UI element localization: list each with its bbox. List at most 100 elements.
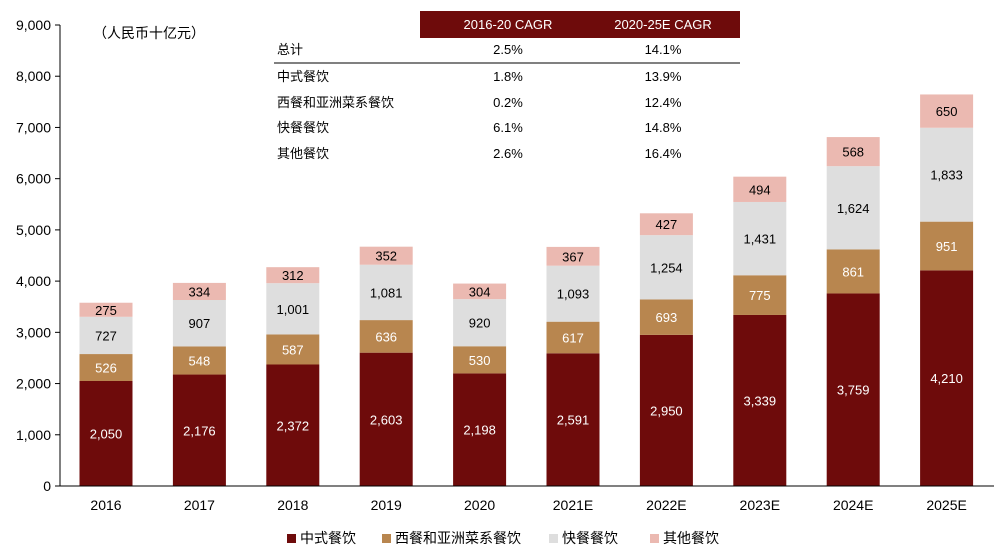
data-label: 494 xyxy=(749,182,771,197)
bar-segment xyxy=(639,213,693,236)
table-cell: 14.1% xyxy=(645,42,682,57)
unit-label: （人民币十亿元） xyxy=(93,25,205,41)
table-cell: 1.8% xyxy=(493,69,523,84)
table-row-label: 中式餐饮 xyxy=(277,69,329,84)
table-row-label: 快餐餐饮 xyxy=(277,120,329,135)
y-tick-label: 0 xyxy=(43,478,51,494)
legend-swatch xyxy=(382,534,391,543)
legend-label: 西餐和亚洲菜系餐饮 xyxy=(395,530,521,546)
cagr-table: 2016-20 CAGR 2020-25E CAGR 总计 2.5% 14.1% 中式餐饮… xyxy=(274,11,740,161)
data-label: 3,759 xyxy=(837,383,870,398)
bar-segment xyxy=(172,346,226,375)
bar-segment xyxy=(172,374,226,486)
table-header-cell: 2016-20 CAGR xyxy=(464,17,553,32)
table-cell: 14.8% xyxy=(645,120,682,135)
bar-segment xyxy=(546,265,600,322)
bar-segment xyxy=(826,293,880,486)
data-label: 920 xyxy=(469,316,491,331)
data-label: 861 xyxy=(842,264,864,279)
legend-label: 快餐餐饮 xyxy=(562,530,618,546)
legend-label: 其他餐饮 xyxy=(663,530,719,546)
table-cell: 12.4% xyxy=(645,95,682,110)
y-tick-label: 4,000 xyxy=(16,273,51,289)
table-header-bg xyxy=(420,11,740,38)
data-label: 526 xyxy=(95,361,117,376)
table-row-label: 总计 xyxy=(277,42,303,57)
bar-segment xyxy=(639,334,693,486)
bars: 2,050 526 727 275 2,176 548 907 334 2,372 587 1,00… xyxy=(79,94,974,486)
bar-segment xyxy=(453,299,507,347)
data-label: 2,176 xyxy=(183,423,216,438)
bar-segment xyxy=(733,201,787,276)
bar-segment xyxy=(79,302,133,317)
table-cell: 0.2% xyxy=(493,95,523,110)
bar-segment xyxy=(359,352,413,486)
y-tick-label: 7,000 xyxy=(16,119,51,135)
bar-segment xyxy=(546,353,600,486)
data-label: 2,198 xyxy=(463,423,496,438)
data-label: 2,591 xyxy=(557,413,590,428)
data-label: 2,950 xyxy=(650,403,683,418)
bar-segment xyxy=(826,166,880,250)
table-cell: 16.4% xyxy=(645,146,682,161)
bar-segment xyxy=(453,346,507,374)
legend-swatch xyxy=(287,534,296,543)
legend-label: 中式餐饮 xyxy=(300,530,356,546)
bar-segment xyxy=(266,364,320,486)
bar-segment xyxy=(266,267,320,284)
y-tick-label: 3,000 xyxy=(16,324,51,340)
data-label: 427 xyxy=(656,217,678,232)
data-label: 1,093 xyxy=(557,287,590,302)
bar-segment xyxy=(79,316,133,355)
data-label: 334 xyxy=(189,284,211,299)
y-tick-label: 6,000 xyxy=(16,171,51,187)
x-tick-label: 2020 xyxy=(464,497,495,513)
bar-segment xyxy=(453,283,507,300)
data-label: 1,081 xyxy=(370,285,403,300)
y-tick-label: 2,000 xyxy=(16,376,51,392)
bar-segment xyxy=(359,320,413,353)
y-tick-label: 8,000 xyxy=(16,68,51,84)
bar-segment xyxy=(546,321,600,354)
legend-swatch xyxy=(650,534,659,543)
bar-segment xyxy=(359,264,413,321)
bar-segment xyxy=(920,270,974,486)
y-tick-label: 9,000 xyxy=(16,17,51,33)
y-tick-label: 5,000 xyxy=(16,222,51,238)
x-tick-label: 2025E xyxy=(926,497,966,513)
data-label: 4,210 xyxy=(930,371,963,386)
data-label: 568 xyxy=(842,145,864,160)
data-label: 775 xyxy=(749,288,771,303)
x-tick-label: 2017 xyxy=(184,497,215,513)
bar-segment xyxy=(79,354,133,381)
data-label: 275 xyxy=(95,303,117,318)
data-label: 548 xyxy=(189,354,211,369)
data-label: 617 xyxy=(562,330,584,345)
y-tick-label: 1,000 xyxy=(16,427,51,443)
data-label: 1,833 xyxy=(930,168,963,183)
bar-segment xyxy=(172,300,226,347)
data-label: 304 xyxy=(469,284,491,299)
bar-segment xyxy=(172,282,226,301)
bar-segment xyxy=(733,176,787,202)
data-label: 587 xyxy=(282,342,304,357)
data-label: 1,624 xyxy=(837,201,870,216)
bar-segment xyxy=(79,380,133,486)
bar-segment xyxy=(453,373,507,486)
x-tick-label: 2024E xyxy=(833,497,873,513)
data-label: 312 xyxy=(282,268,304,283)
table-cell: 2.6% xyxy=(493,146,523,161)
data-label: 2,050 xyxy=(90,426,123,441)
bar-segment xyxy=(359,246,413,265)
x-tick-label: 2016 xyxy=(90,497,121,513)
data-label: 2,372 xyxy=(277,418,310,433)
x-tick-label: 2018 xyxy=(277,497,308,513)
data-label: 907 xyxy=(189,316,211,331)
bar-segment xyxy=(639,299,693,335)
data-label: 2,603 xyxy=(370,412,403,427)
bar-segment xyxy=(826,137,880,167)
data-label: 352 xyxy=(375,249,397,264)
x-tick-label: 2022E xyxy=(646,497,686,513)
bar-segment xyxy=(920,221,974,271)
